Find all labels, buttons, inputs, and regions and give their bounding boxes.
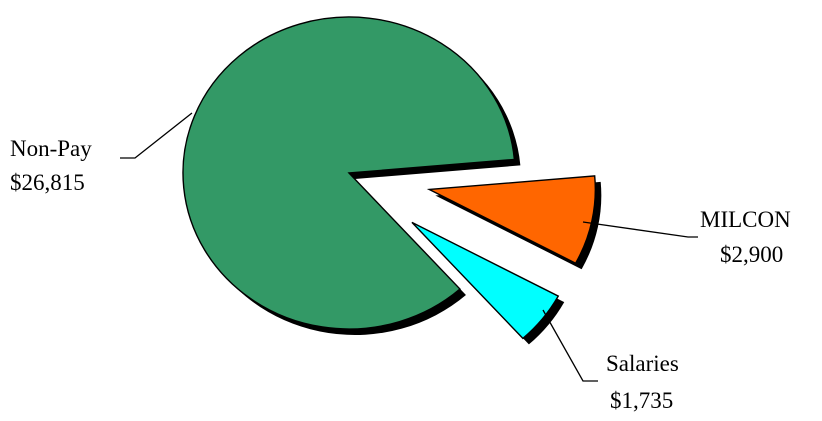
pie-slices bbox=[182, 16, 596, 340]
value-non-pay: $26,815 bbox=[10, 170, 85, 195]
label-milcon: MILCON bbox=[700, 207, 791, 232]
leader-line-salaries bbox=[542, 309, 598, 382]
leader-line-milcon bbox=[582, 221, 698, 238]
label-non-pay: Non-Pay bbox=[10, 136, 92, 161]
pie-slice-milcon bbox=[426, 175, 596, 265]
value-milcon: $2,900 bbox=[720, 242, 783, 267]
label-salaries: Salaries bbox=[606, 351, 679, 376]
pie-slice-salaries bbox=[411, 221, 560, 340]
value-salaries: $1,735 bbox=[610, 388, 673, 413]
pie-slice-non-pay bbox=[182, 16, 516, 330]
leader-line-non-pay bbox=[120, 112, 193, 159]
